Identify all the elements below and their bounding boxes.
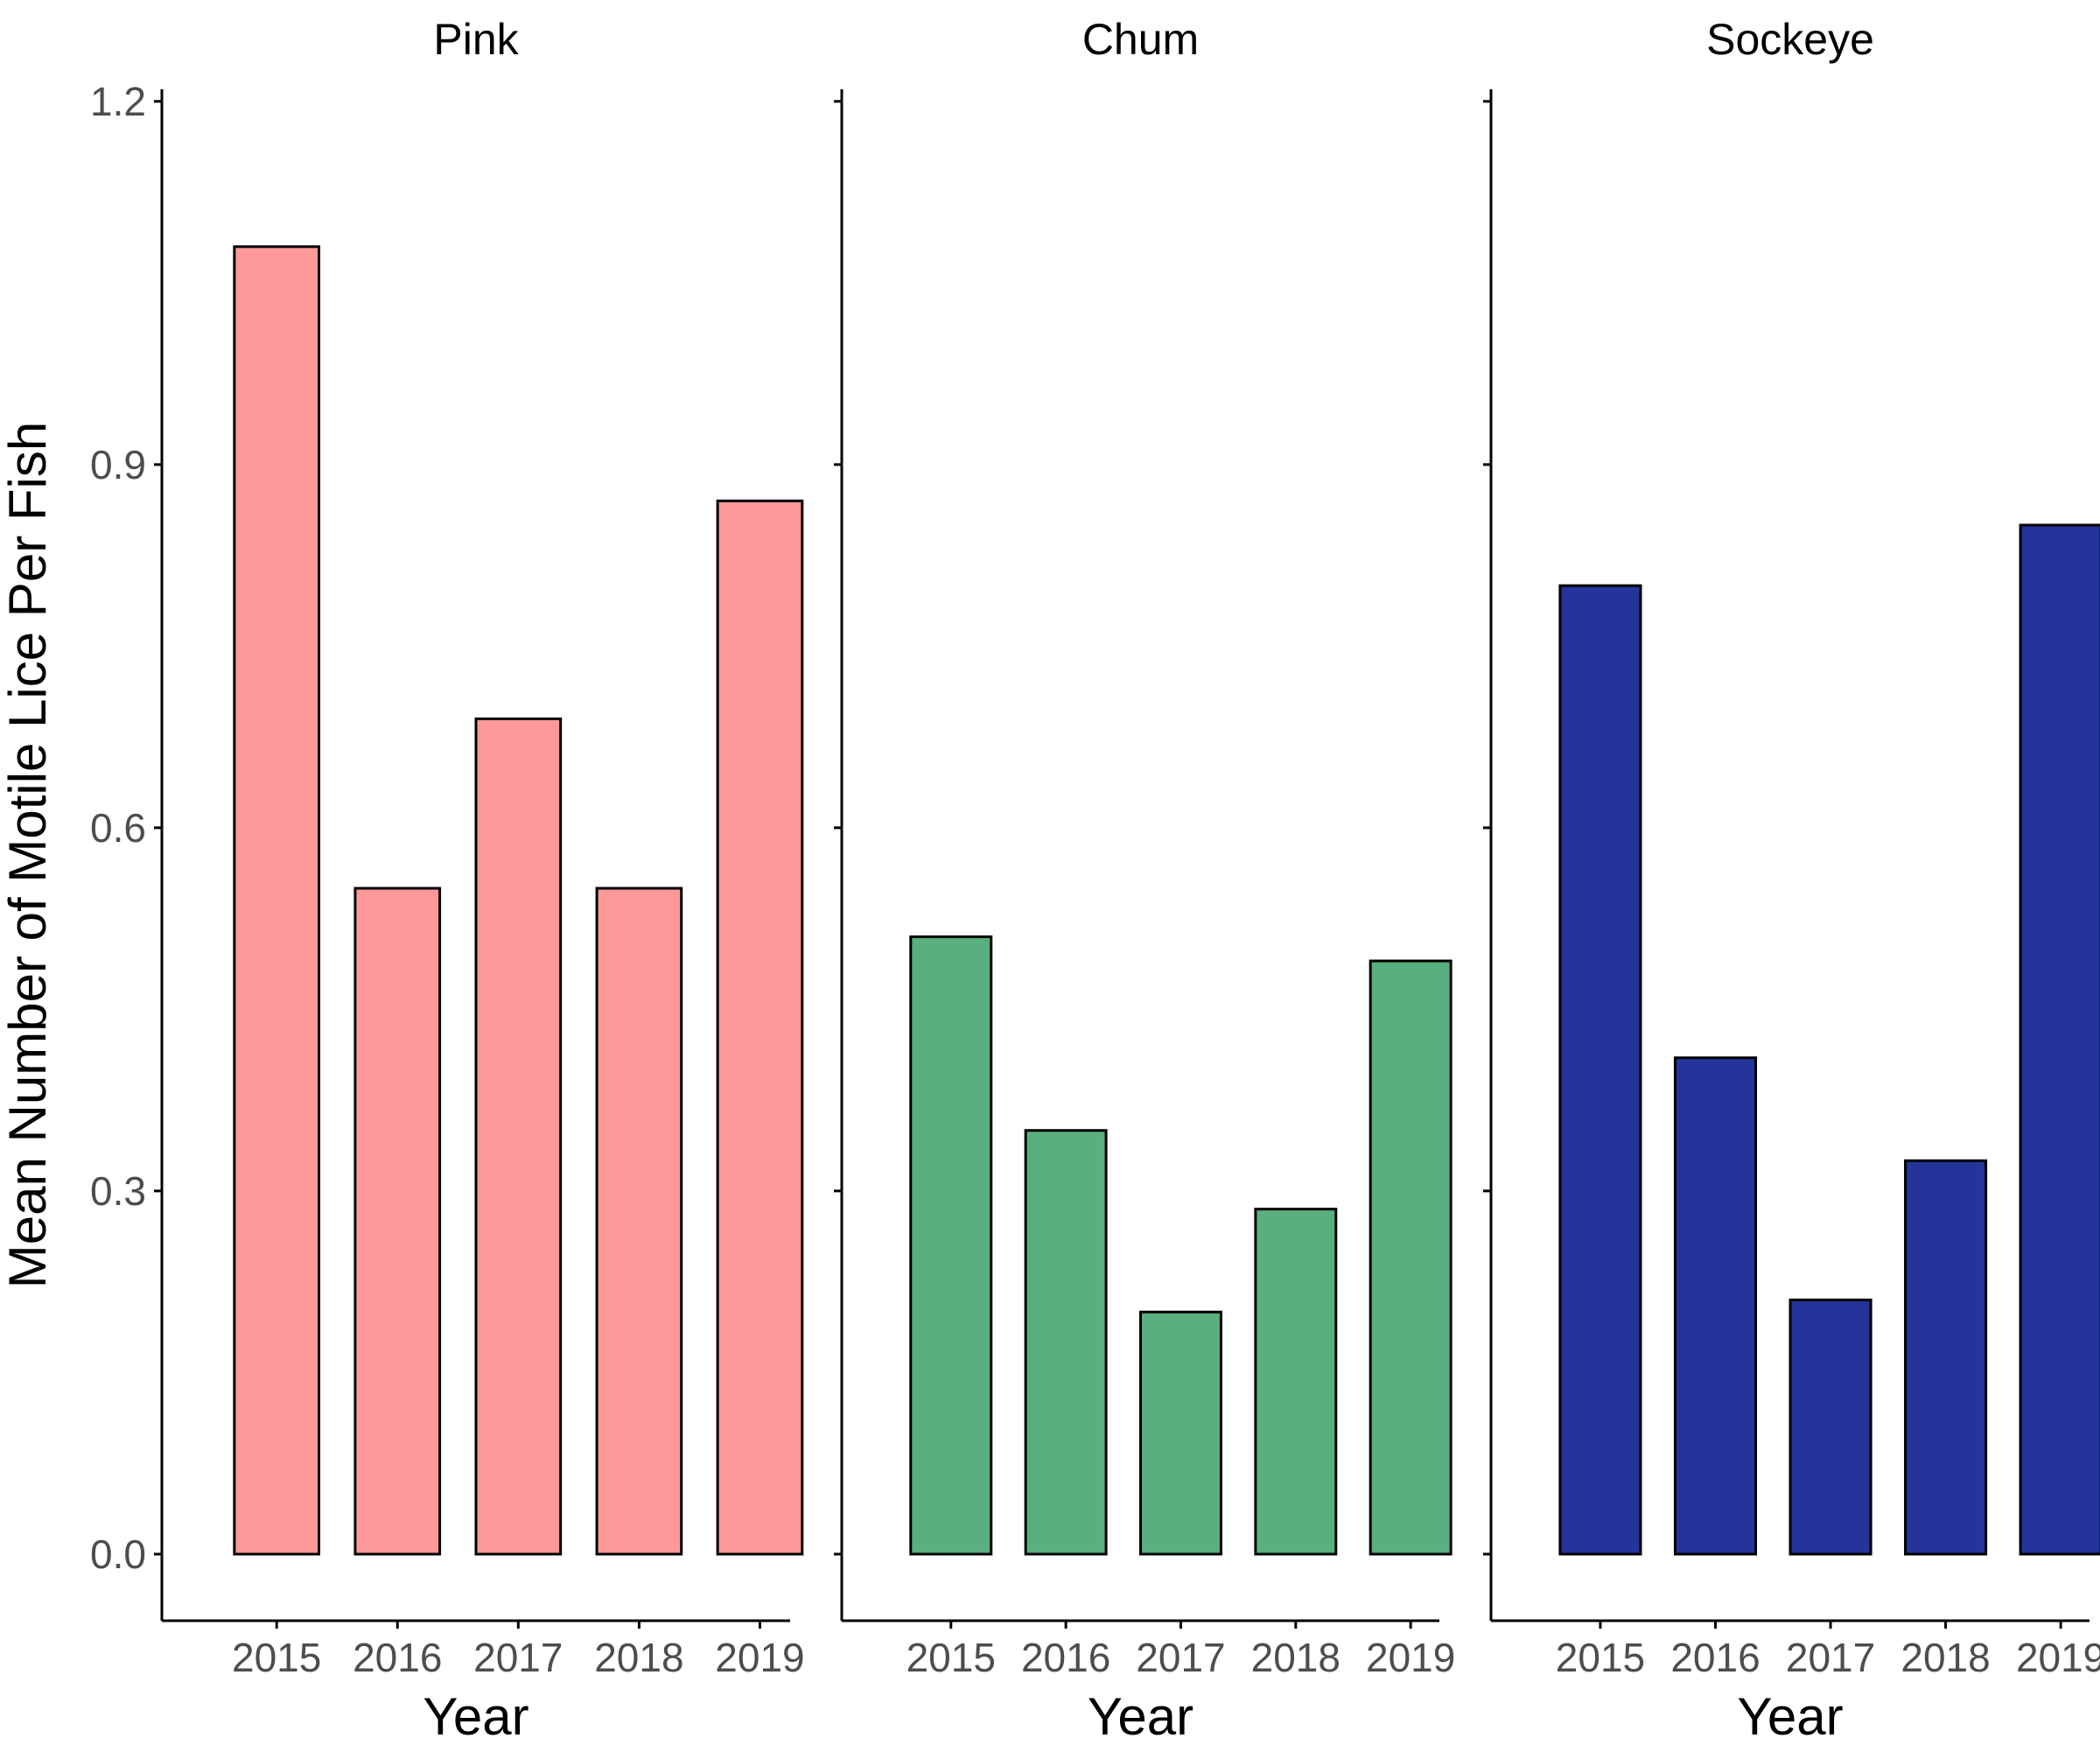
y-tick-label-2: 0.6: [90, 805, 146, 851]
bar-pink-2017: [474, 717, 563, 1556]
y-tick-label-4: 1.2: [90, 79, 146, 124]
panel-title-pink: Pink: [433, 15, 519, 64]
bar-chum-2018: [1254, 1208, 1338, 1556]
bar-pink-2018: [595, 887, 683, 1556]
bar-chum-2019: [1368, 959, 1452, 1556]
x-axis-title-sockeye: Year: [1737, 1687, 1843, 1746]
x-tick-label-sockeye-2018: 2018: [1900, 1635, 1990, 1680]
bar-chum-2016: [1024, 1129, 1108, 1556]
x-tick-label-sockeye-2015: 2015: [1556, 1635, 1645, 1680]
x-tick-label-sockeye-2019: 2019: [2016, 1635, 2100, 1680]
x-tick-label-pink-2019: 2019: [715, 1635, 804, 1680]
bar-sockeye-2016: [1673, 1056, 1758, 1556]
y-tick-label-3: 0.9: [90, 442, 146, 487]
bar-chum-2017: [1139, 1310, 1222, 1556]
bar-sockeye-2019: [2019, 523, 2100, 1556]
x-tick-label-chum-2016: 2016: [1021, 1635, 1110, 1680]
bar-pink-2015: [233, 245, 321, 1556]
y-axis-title: Mean Number of Motile Lice Per Fish: [0, 422, 57, 1288]
x-tick-label-pink-2015: 2015: [232, 1635, 321, 1680]
x-tick-label-chum-2017: 2017: [1136, 1635, 1225, 1680]
x-axis-title-pink: Year: [423, 1687, 528, 1746]
y-tick-label-0: 0.0: [90, 1531, 146, 1577]
panel-title-sockeye: Sockeye: [1706, 15, 1874, 64]
bar-sockeye-2017: [1788, 1298, 1872, 1556]
x-tick-label-pink-2016: 2016: [353, 1635, 442, 1680]
bar-sockeye-2018: [1904, 1159, 1988, 1556]
x-tick-label-chum-2018: 2018: [1251, 1635, 1340, 1680]
y-tick-label-1: 0.3: [90, 1168, 146, 1214]
x-tick-label-chum-2019: 2019: [1366, 1635, 1455, 1680]
bar-sockeye-2015: [1558, 584, 1642, 1556]
panel-title-chum: Chum: [1082, 15, 1199, 64]
x-tick-label-pink-2018: 2018: [594, 1635, 683, 1680]
bar-chum-2015: [909, 935, 993, 1556]
x-tick-label-sockeye-2017: 2017: [1786, 1635, 1875, 1680]
bar-pink-2016: [354, 887, 442, 1556]
x-axis-title-chum: Year: [1088, 1687, 1194, 1746]
x-tick-label-pink-2017: 2017: [473, 1635, 563, 1680]
bar-pink-2019: [716, 499, 804, 1556]
x-tick-label-chum-2015: 2015: [906, 1635, 996, 1680]
x-tick-label-sockeye-2016: 2016: [1670, 1635, 1760, 1680]
